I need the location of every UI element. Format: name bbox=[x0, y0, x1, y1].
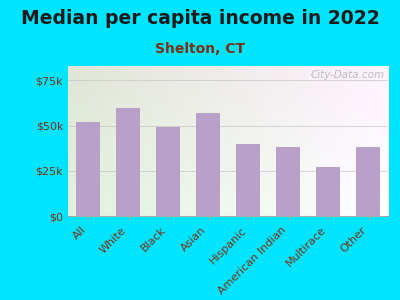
Bar bbox=[156, 128, 180, 216]
Bar bbox=[276, 147, 300, 216]
Bar bbox=[116, 108, 140, 216]
Bar bbox=[236, 144, 260, 216]
Text: Shelton, CT: Shelton, CT bbox=[155, 42, 245, 56]
Bar bbox=[316, 167, 340, 216]
Bar bbox=[196, 113, 220, 216]
Text: City-Data.com: City-Data.com bbox=[311, 70, 385, 80]
Text: Median per capita income in 2022: Median per capita income in 2022 bbox=[21, 9, 379, 28]
Bar bbox=[356, 147, 380, 216]
Bar bbox=[76, 122, 100, 216]
